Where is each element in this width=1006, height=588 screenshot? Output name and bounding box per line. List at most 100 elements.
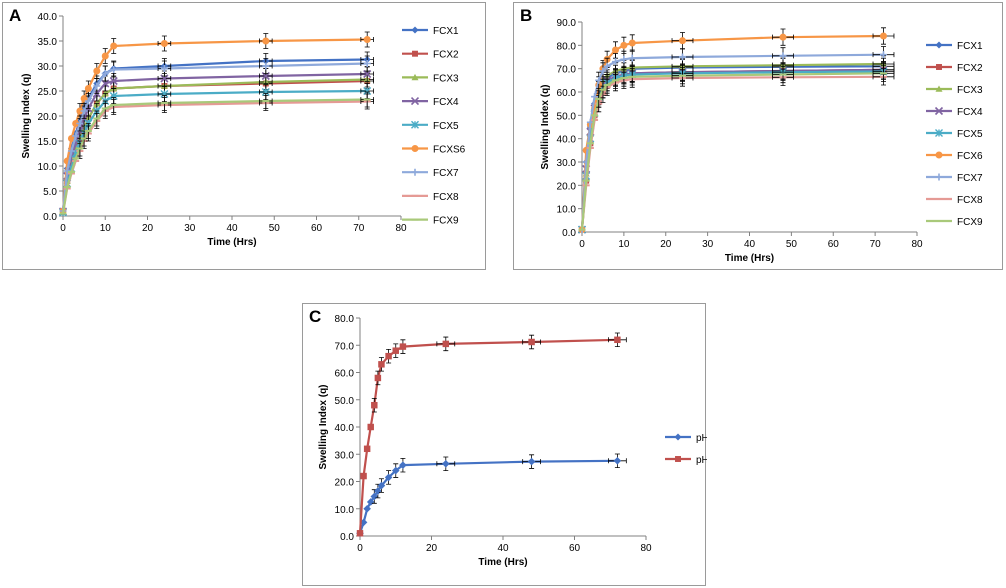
data-point — [378, 361, 385, 368]
data-point — [360, 472, 367, 480]
x-tick-label: 10 — [100, 223, 112, 234]
legend-label: FCX1 — [433, 26, 459, 37]
data-point — [934, 106, 944, 116]
y-tick-label: 40.0 — [557, 135, 577, 146]
legend-entry: FCX7 — [402, 168, 459, 179]
data-point — [410, 97, 420, 106]
series-line — [358, 338, 618, 534]
data-point — [679, 37, 686, 45]
data-point — [101, 52, 109, 60]
data-point — [371, 401, 378, 409]
legend-entry: FCX9 — [402, 216, 459, 227]
y-tick-label: 10.0 — [557, 205, 577, 216]
legend-label: FCX9 — [433, 216, 459, 227]
data-point — [101, 70, 109, 77]
y-tick-label: 20.0 — [557, 181, 577, 192]
chart-panel-a: A 0.0 5.0 10.0 15.0 20.0 25.0 30.0 35.0 40.0 0 10 2… — [2, 2, 486, 270]
data-point — [880, 51, 887, 59]
x-tick-label: 30 — [184, 223, 196, 234]
data-point — [84, 97, 92, 105]
x-axis-title: Time (Hrs) — [725, 253, 774, 264]
y-tick-label: 80.0 — [335, 314, 355, 325]
x-tick-label: 80 — [640, 543, 652, 554]
series-line — [61, 100, 368, 214]
y-tick-label: 70.0 — [557, 65, 577, 76]
legend-label: FCX2 — [433, 50, 459, 61]
data-point — [935, 41, 943, 49]
data-point — [935, 151, 943, 159]
data-point — [613, 456, 622, 465]
y-tick-label: 50.0 — [335, 396, 355, 407]
legend-entry: FCX3 — [402, 73, 459, 84]
data-point — [779, 52, 787, 60]
data-point — [620, 41, 628, 49]
x-tick-label: 0 — [357, 543, 363, 554]
data-point — [93, 67, 101, 75]
series-fcx4 — [577, 61, 895, 234]
y-tick-label: 25.0 — [38, 87, 58, 98]
series-fcx9 — [578, 64, 895, 231]
legend-label: FCX7 — [957, 173, 983, 184]
series-ph-7-4 — [356, 332, 627, 537]
x-tick-label: 20 — [142, 223, 154, 234]
y-tick-label: 30.0 — [335, 450, 355, 461]
x-tick-label: 60 — [569, 543, 581, 554]
series-fcx2 — [579, 61, 895, 233]
y-tick-label: 35.0 — [38, 37, 58, 48]
data-point — [591, 93, 599, 101]
panel-label: C — [309, 307, 322, 326]
data-point — [674, 433, 682, 441]
series-line — [580, 70, 884, 230]
chart-panel-b: B 0.0 10.0 20.0 30.0 40.0 50.0 60.0 70.0 80.0 90.… — [513, 2, 1003, 270]
data-point — [76, 107, 84, 115]
legend-label: FCX5 — [433, 121, 459, 132]
x-tick-label: 80 — [911, 239, 923, 250]
data-point — [614, 336, 621, 344]
legend-label: FCX9 — [957, 217, 983, 228]
series-fcx9 — [59, 91, 374, 215]
chart-a-svg: 0.0 5.0 10.0 15.0 20.0 25.0 30.0 35.0 40.0 0 10 20 3… — [21, 12, 466, 248]
y-tick-label: 20.0 — [335, 478, 355, 489]
data-point — [384, 473, 393, 482]
data-point — [392, 347, 399, 354]
series-fcx7 — [59, 55, 374, 215]
x-axis-title: Time (Hrs) — [478, 557, 527, 568]
y-tick-label: 30.0 — [557, 158, 577, 169]
data-point — [411, 120, 419, 129]
y-tick-label: 0.0 — [43, 212, 57, 223]
legend-entry: FCXS6 — [402, 145, 466, 156]
x-tick-label: 70 — [353, 223, 365, 234]
y-tick-label: 50.0 — [557, 111, 577, 122]
y-tick-label: 90.0 — [557, 18, 577, 29]
data-point — [76, 120, 84, 127]
data-point — [363, 60, 371, 67]
x-tick-label: 10 — [618, 239, 630, 250]
series-line — [580, 62, 884, 230]
data-point — [363, 504, 371, 513]
chart-b-svg: 0.0 10.0 20.0 30.0 40.0 50.0 60.0 70.0 80.0 90.0 0… — [540, 18, 983, 264]
x-tick-label: 30 — [702, 239, 714, 250]
data-point — [779, 33, 787, 41]
data-point — [528, 338, 535, 346]
legend-label: FCX4 — [957, 107, 983, 118]
data-point — [935, 85, 943, 92]
data-point — [442, 459, 450, 468]
data-point — [367, 423, 374, 431]
x-tick-label: 60 — [311, 223, 323, 234]
series-line — [580, 65, 884, 230]
chart-c-svg: 0.0 10.0 20.0 30.0 40.0 50.0 60.0 70.0 80.0 0 20 40… — [318, 314, 707, 568]
data-point — [356, 530, 364, 537]
legend-entry: FCX7 — [926, 173, 983, 184]
data-point — [527, 457, 536, 466]
legend-label: FCX4 — [433, 97, 459, 108]
data-point — [67, 147, 75, 155]
legend-entry: FCX4 — [402, 97, 459, 108]
legend-label: FCX5 — [957, 129, 983, 140]
series-line — [580, 68, 884, 230]
series-line — [580, 75, 884, 230]
y-tick-label: 10.0 — [335, 505, 355, 516]
legend-entry: FCX9 — [926, 217, 983, 228]
data-point — [72, 120, 80, 127]
data-point — [93, 82, 101, 90]
data-point — [363, 445, 371, 453]
